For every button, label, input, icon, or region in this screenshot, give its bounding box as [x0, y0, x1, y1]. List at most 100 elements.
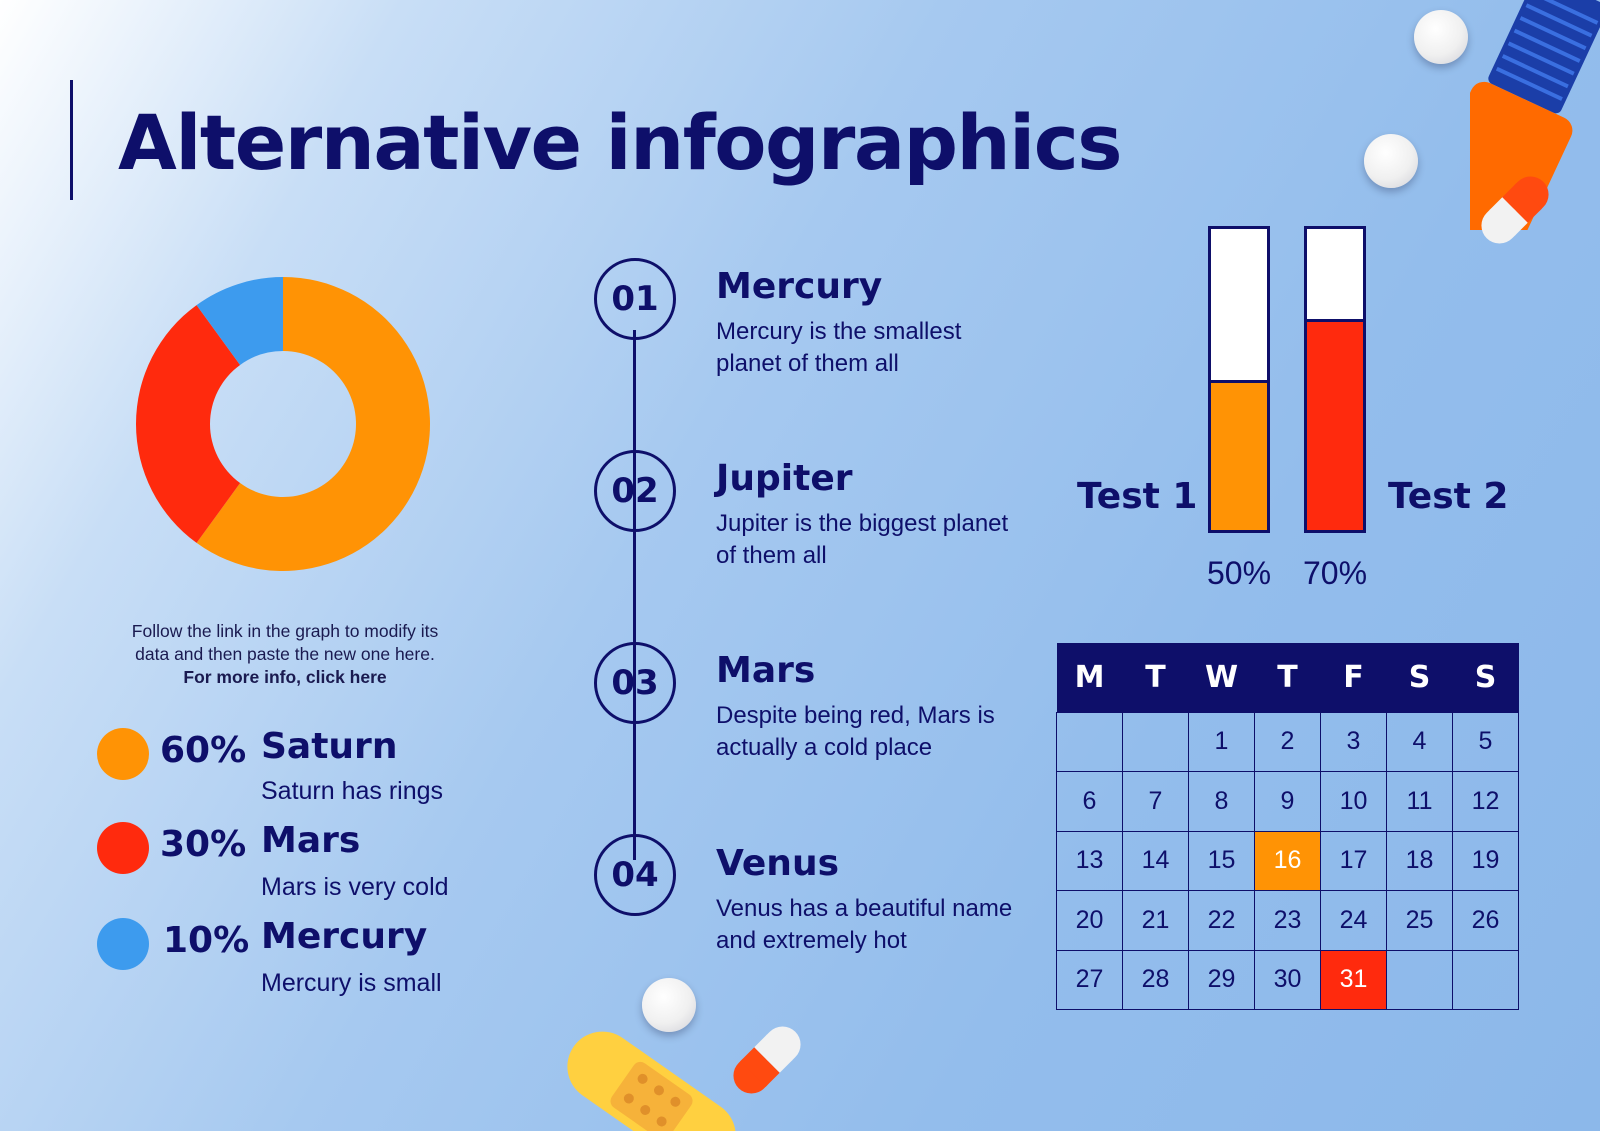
title-accent-bar	[70, 80, 73, 200]
timeline-step-number: 03	[594, 642, 676, 724]
calendar-day: 19	[1452, 830, 1519, 891]
timeline-step-title: Mercury	[716, 266, 883, 307]
calendar-day: 15	[1188, 830, 1255, 891]
calendar-day: 28	[1122, 949, 1189, 1010]
more-info-link[interactable]: For more info, click here	[183, 667, 387, 687]
timeline-step-desc: Jupiter is the biggest planet of them al…	[716, 510, 1009, 569]
timeline-step-title: Mars	[716, 650, 816, 691]
legend-name: Mercury	[261, 916, 428, 957]
calendar-day: 29	[1188, 949, 1255, 1010]
tablet-pill-bottom	[642, 978, 696, 1032]
tablet-pill-mid	[1364, 134, 1418, 188]
note-line-2: data and then paste the new one here.	[135, 644, 435, 664]
calendar-day: 11	[1386, 771, 1453, 832]
legend-name: Mars	[261, 820, 361, 861]
weekday-header: W	[1188, 643, 1255, 712]
timeline-step-title: Jupiter	[716, 458, 853, 499]
calendar-day: 8	[1188, 771, 1255, 832]
capsule-pill-icon	[1481, 176, 1549, 244]
calendar-day: 13	[1056, 830, 1123, 891]
timeline-step-desc: Despite being red, Mars is actually a co…	[716, 702, 995, 761]
test-1-pct: 50%	[1206, 555, 1272, 591]
capsule-pill-bottom-icon	[733, 1026, 801, 1094]
tablet-pill-top	[1414, 10, 1468, 64]
calendar-day: 12	[1452, 771, 1519, 832]
chart-note: Follow the link in the graph to modify i…	[95, 620, 475, 689]
calendar-day: 3	[1320, 711, 1387, 772]
calendar-week-row: 6 7 8 9 10 11 12	[1056, 771, 1519, 832]
weekday-header: T	[1122, 643, 1189, 712]
calendar-body: 1 2 3 4 5 6 7 8 9 10 11 12 13 14 15 16 17 18 19 20 21 22 23 24 2…	[1056, 711, 1519, 1010]
weekday-header: S	[1452, 643, 1519, 712]
calendar-week-row: 20 21 22 23 24 25 26	[1056, 890, 1519, 951]
calendar-day-empty	[1122, 711, 1189, 772]
calendar-week-row: 13 14 15 16 17 18 19	[1056, 830, 1519, 891]
legend-pct: 60%	[160, 730, 247, 771]
weekday-header: T	[1254, 643, 1321, 712]
calendar-week-row: 27 28 29 30 31	[1056, 949, 1519, 1010]
weekday-header: F	[1320, 643, 1387, 712]
calendar-day: 27	[1056, 949, 1123, 1010]
test-1-label: Test 1	[1077, 476, 1198, 517]
calendar-day: 26	[1452, 890, 1519, 951]
calendar-header: M T W T F S S	[1056, 643, 1519, 712]
donut-chart	[135, 277, 431, 571]
calendar-day: 20	[1056, 890, 1123, 951]
legend-pct: 30%	[160, 824, 247, 865]
calendar-day: 10	[1320, 771, 1387, 832]
calendar-day: 6	[1056, 771, 1123, 832]
donut-slice-mercury	[196, 277, 283, 365]
medicine-bottle-icon	[1470, 0, 1600, 230]
calendar-day: 22	[1188, 890, 1255, 951]
calendar-day: 14	[1122, 830, 1189, 891]
calendar-day: 30	[1254, 949, 1321, 1010]
test-1-bar	[1208, 226, 1270, 533]
legend-desc: Mars is very cold	[261, 873, 449, 901]
calendar-day: 5	[1452, 711, 1519, 772]
timeline-step-desc: Mercury is the smallest planet of them a…	[716, 318, 962, 377]
timeline-step-desc: Venus has a beautiful name and extremely…	[716, 895, 1013, 954]
calendar-day: 2	[1254, 711, 1321, 772]
calendar-day: 24	[1320, 890, 1387, 951]
calendar-day-empty	[1386, 949, 1453, 1010]
legend-dot-mars	[97, 822, 149, 874]
calendar-day: 23	[1254, 890, 1321, 951]
page-title: Alternative infographics	[118, 98, 1123, 187]
donut-slice-saturn	[196, 277, 431, 571]
calendar-day-empty	[1452, 949, 1519, 1010]
bandage-icon	[567, 1031, 736, 1131]
legend-desc: Saturn has rings	[261, 777, 444, 805]
calendar-day: 21	[1122, 890, 1189, 951]
test-2-pct: 70%	[1302, 555, 1368, 591]
test-2-label: Test 2	[1388, 476, 1509, 517]
calendar-day: 18	[1386, 830, 1453, 891]
legend-pct: 10%	[163, 920, 250, 961]
note-line-1: Follow the link in the graph to modify i…	[131, 621, 439, 641]
donut-slice-mars	[135, 305, 241, 543]
legend-desc: Mercury is small	[261, 969, 442, 997]
test-2-bar-fill	[1307, 319, 1363, 530]
timeline-step-number: 02	[594, 450, 676, 532]
timeline-step-number: 01	[594, 258, 676, 340]
calendar: M T W T F S S 1 2 3 4 5 6 7 8 9 10 11 12 13 14 15 16 17 1…	[1056, 643, 1519, 1010]
test-2-bar	[1304, 226, 1366, 533]
calendar-day: 25	[1386, 890, 1453, 951]
calendar-day: 31	[1320, 949, 1387, 1010]
test-1-bar-fill	[1211, 379, 1267, 530]
timeline-step-title: Venus	[716, 843, 839, 884]
calendar-day: 17	[1320, 830, 1387, 891]
legend-dot-mercury	[97, 918, 149, 970]
timeline-step-number: 04	[594, 834, 676, 916]
calendar-day-empty	[1056, 711, 1123, 772]
legend-name: Saturn	[261, 726, 398, 767]
calendar-day: 1	[1188, 711, 1255, 772]
weekday-header: S	[1386, 643, 1453, 712]
calendar-day: 16	[1254, 830, 1321, 891]
calendar-day: 4	[1386, 711, 1453, 772]
calendar-day: 7	[1122, 771, 1189, 832]
timeline-line	[633, 330, 636, 860]
weekday-header: M	[1056, 643, 1123, 712]
calendar-day: 9	[1254, 771, 1321, 832]
legend-dot-saturn	[97, 728, 149, 780]
